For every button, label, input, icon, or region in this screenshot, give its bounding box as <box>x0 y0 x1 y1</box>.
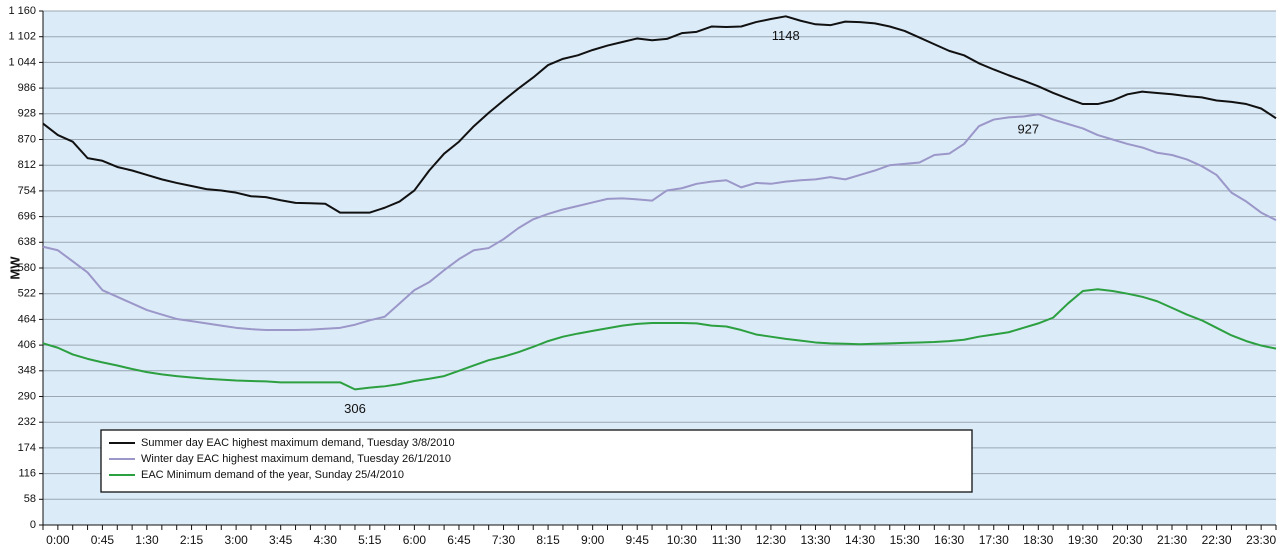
legend-label: Winter day EAC highest maximum demand, T… <box>141 453 451 465</box>
x-tick-label: 13:30 <box>800 533 830 547</box>
y-tick-label: 754 <box>18 185 36 197</box>
x-tick-label: 7:30 <box>492 533 516 547</box>
x-tick-label: 12:30 <box>756 533 786 547</box>
x-tick-label: 11:30 <box>712 533 741 547</box>
y-tick-label: 1 160 <box>8 5 36 17</box>
legend-box <box>100 429 973 493</box>
y-tick-label: 116 <box>18 468 36 480</box>
x-tick-label: 21:30 <box>1157 533 1187 547</box>
x-tick-label: 22:30 <box>1202 533 1232 547</box>
x-tick-label: 19:30 <box>1068 533 1098 547</box>
x-tick-label: 23:30 <box>1246 533 1276 547</box>
y-tick-label: 406 <box>18 339 36 351</box>
y-tick-label: 290 <box>18 390 36 402</box>
annotation: 1148 <box>772 28 800 43</box>
x-tick-label: 3:45 <box>269 533 293 547</box>
y-tick-label: 812 <box>18 159 36 171</box>
y-tick-label: 638 <box>18 236 36 248</box>
y-tick-label: 348 <box>18 365 36 377</box>
y-tick-label: 232 <box>18 416 36 428</box>
x-tick-label: 10:30 <box>667 533 697 547</box>
x-tick-label: 14:30 <box>845 533 875 547</box>
y-tick-label: 58 <box>24 493 36 505</box>
series-line <box>42 113 1277 332</box>
x-tick-label: 9:00 <box>581 533 605 547</box>
x-tick-label: 3:00 <box>224 533 248 547</box>
x-tick-label: 17:30 <box>979 533 1009 547</box>
x-tick-label: 0:00 <box>46 533 70 547</box>
y-tick-label: 0 <box>30 519 36 531</box>
y-tick-label: 986 <box>18 82 36 94</box>
x-tick-label: 6:00 <box>403 533 427 547</box>
x-tick-label: 15:30 <box>890 533 920 547</box>
x-tick-label: 8:15 <box>536 533 560 547</box>
x-tick-label: 6:45 <box>447 533 471 547</box>
y-tick-label: 174 <box>18 442 36 454</box>
y-tick-label: 1 044 <box>8 56 36 68</box>
x-tick-label: 4:30 <box>314 533 338 547</box>
legend: Summer day EAC highest maximum demand, T… <box>100 429 973 493</box>
y-tick-label: 1 102 <box>8 31 36 43</box>
annotation: 927 <box>1017 122 1039 137</box>
y-tick-label: 580 <box>18 262 36 274</box>
x-tick-label: 18:30 <box>1023 533 1053 547</box>
x-tick-label: 2:15 <box>180 533 204 547</box>
y-axis-label: MW <box>7 256 22 280</box>
series-line <box>42 288 1277 391</box>
y-tick-label: 522 <box>18 288 36 300</box>
series-line <box>42 15 1277 214</box>
y-tick-label: 870 <box>18 133 36 145</box>
x-tick-label: 1:30 <box>135 533 159 547</box>
y-tick-label: 696 <box>18 211 36 223</box>
x-tick-label: 0:45 <box>91 533 115 547</box>
y-tick-label: 464 <box>18 313 36 325</box>
x-tick-label: 20:30 <box>1112 533 1142 547</box>
y-tick-label: 928 <box>18 108 36 120</box>
legend-label: Summer day EAC highest maximum demand, T… <box>141 437 455 449</box>
x-tick-label: 16:30 <box>934 533 964 547</box>
annotation: 306 <box>344 401 366 416</box>
x-tick-label: 5:15 <box>358 533 382 547</box>
x-tick-label: 9:45 <box>626 533 650 547</box>
legend-label: EAC Minimum demand of the year, Sunday 2… <box>141 469 404 481</box>
